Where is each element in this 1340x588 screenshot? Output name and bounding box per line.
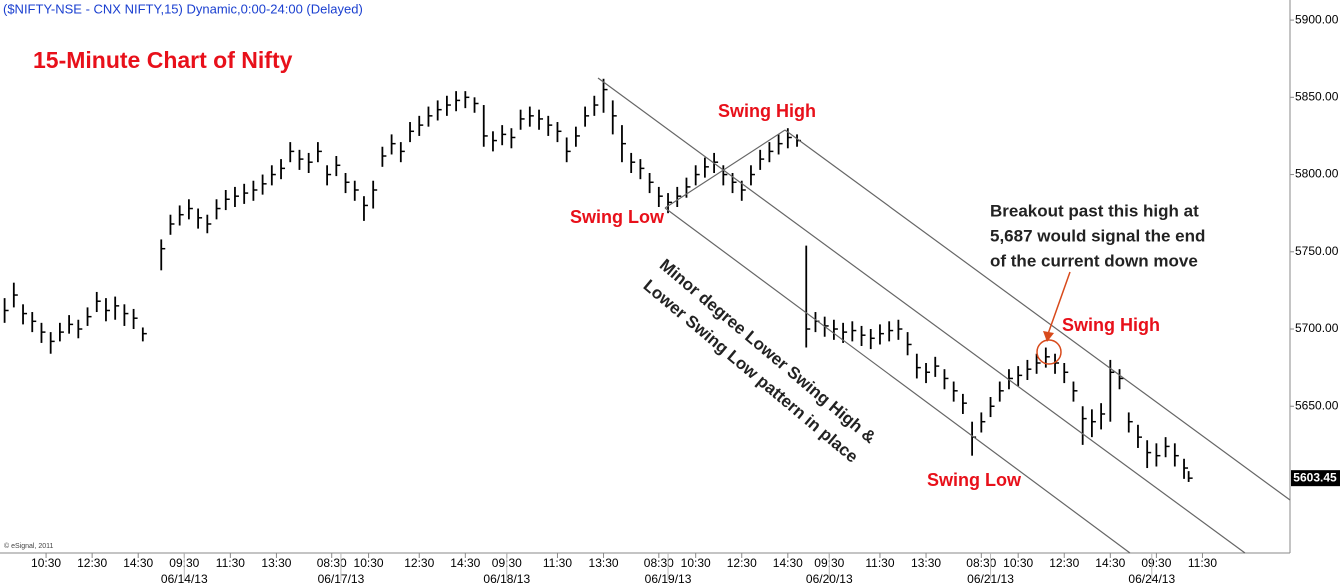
- channel-line: [664, 207, 1131, 554]
- chart-header: ($NIFTY-NSE - CNX NIFTY,15) Dynamic,0:00…: [3, 1, 363, 16]
- arrow-head: [1043, 331, 1054, 342]
- highlight-circle: [1036, 339, 1062, 365]
- annotation: 5,687 would signal the end: [990, 226, 1205, 245]
- x-tick-label: 09:30: [1141, 556, 1171, 570]
- plot-area: [3, 78, 1193, 482]
- x-tick-label: 10:30: [31, 556, 61, 570]
- channel-line: [664, 129, 786, 209]
- x-tick-label: 14:30: [773, 556, 803, 570]
- y-tick-label: 5900.00: [1295, 12, 1339, 26]
- x-tick-label: 12:30: [1049, 556, 1079, 570]
- y-tick-label: 5850.00: [1295, 89, 1339, 103]
- y-tick-label: 5800.00: [1295, 167, 1339, 181]
- y-tick-label: 5650.00: [1295, 398, 1339, 412]
- date-tick-label: 06/21/13: [967, 572, 1014, 586]
- annotation: Breakout past this high at: [990, 201, 1199, 220]
- x-tick-label: 12:30: [727, 556, 757, 570]
- x-tick-label: 11:30: [543, 556, 572, 570]
- date-tick-label: 06/19/13: [645, 572, 692, 586]
- date-tick-label: 06/24/13: [1128, 572, 1175, 586]
- x-tick-label: 10:30: [1003, 556, 1033, 570]
- x-tick-label: 13:30: [589, 556, 619, 570]
- x-tick-label: 11:30: [1188, 556, 1217, 570]
- x-tick-label: 11:30: [216, 556, 245, 570]
- channel-line: [597, 77, 1246, 554]
- x-tick-label: 14:30: [450, 556, 480, 570]
- x-tick-label: 13:30: [911, 556, 941, 570]
- x-tick-label: 08:30: [644, 556, 674, 570]
- channel-line: [784, 129, 1291, 501]
- x-tick-label: 12:30: [77, 556, 107, 570]
- annotation: Swing Low: [927, 470, 1022, 490]
- channel-lines: [597, 77, 1291, 554]
- date-tick-label: 06/14/13: [161, 572, 208, 586]
- annotation: Swing High: [718, 101, 816, 121]
- date-tick-label: 06/17/13: [318, 572, 365, 586]
- x-tick-label: 08:30: [966, 556, 996, 570]
- last-price-box: [1291, 470, 1340, 487]
- annotation: Swing Low: [570, 207, 665, 227]
- x-tick-label: 14:30: [1095, 556, 1125, 570]
- x-tick-label: 11:30: [865, 556, 894, 570]
- x-tick-label: 10:30: [681, 556, 711, 570]
- annotation: of the current down move: [990, 251, 1198, 270]
- annotation: Swing High: [1062, 315, 1160, 335]
- date-tick-label: 06/20/13: [806, 572, 853, 586]
- date-tick-label: 06/18/13: [483, 572, 530, 586]
- y-tick-label: 5750.00: [1295, 244, 1339, 258]
- x-tick-label: 13:30: [261, 556, 291, 570]
- arrow: [1047, 271, 1071, 335]
- last-price-label: 5603.45: [1293, 470, 1337, 484]
- y-tick-label: 5700.00: [1295, 321, 1339, 335]
- x-tick-label: 10:30: [354, 556, 384, 570]
- chart-title: 15-Minute Chart of Nifty: [33, 47, 293, 73]
- x-tick-label: 12:30: [404, 556, 434, 570]
- x-tick-label: 08:30: [317, 556, 347, 570]
- watermark: © eSignal, 2011: [4, 542, 54, 550]
- x-tick-label: 14:30: [123, 556, 153, 570]
